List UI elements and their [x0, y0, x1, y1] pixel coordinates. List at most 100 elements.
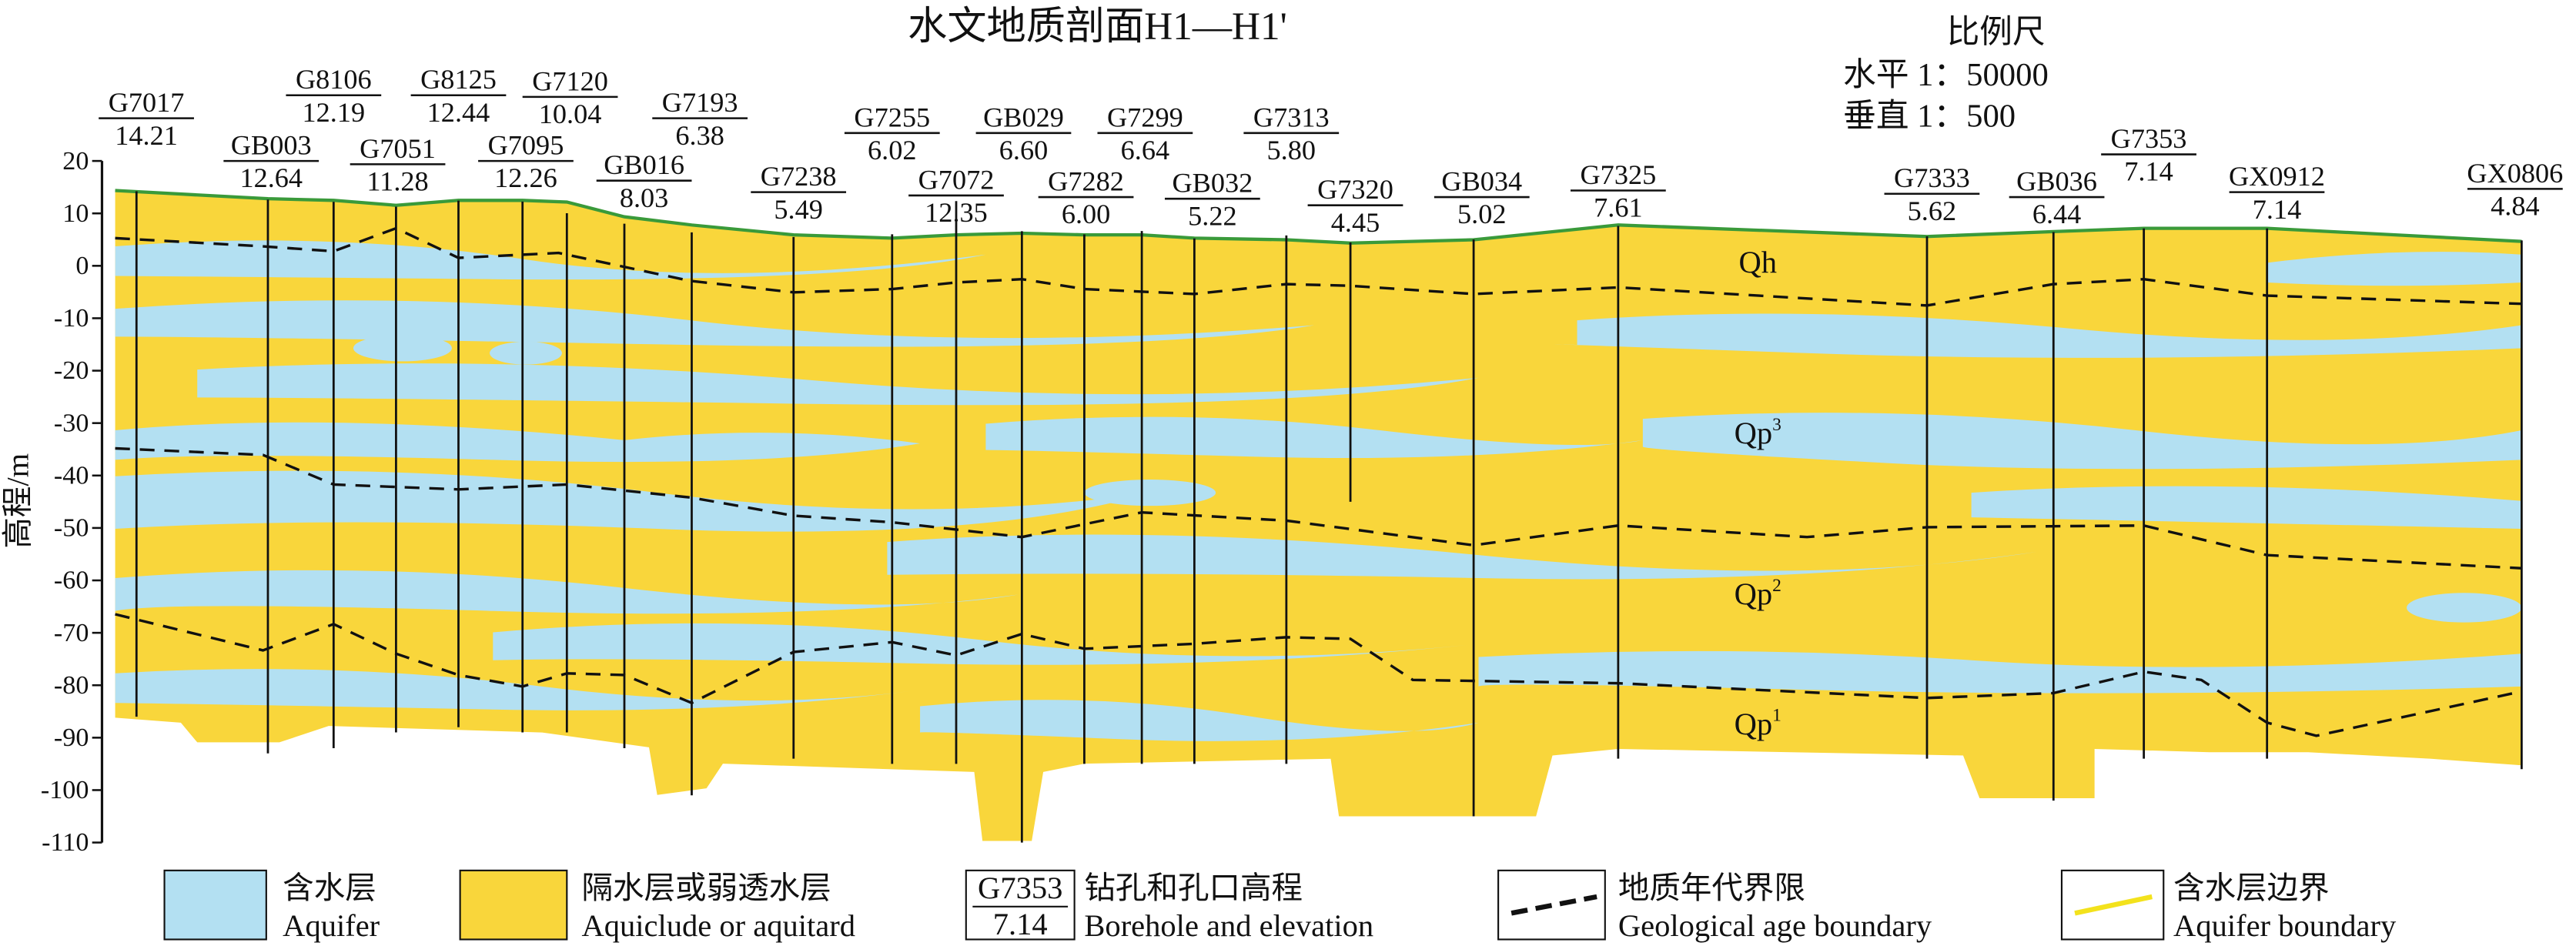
- y-tick-label: -40: [54, 461, 89, 490]
- y-tick-label: -20: [54, 356, 89, 385]
- borehole-elevation: 7.61: [1594, 192, 1642, 223]
- borehole-elevation: 5.62: [1908, 196, 1956, 226]
- borehole-elevation: 12.44: [427, 97, 490, 128]
- borehole-name: G7095: [488, 130, 564, 161]
- legend-yellow-line: [2074, 894, 2153, 916]
- borehole-name: G8106: [296, 64, 372, 95]
- y-tick-label: -30: [54, 409, 89, 437]
- borehole-name: G7120: [532, 65, 608, 96]
- y-tick-label: -80: [54, 671, 89, 700]
- y-tick-label: 20: [62, 147, 89, 175]
- layer-label: Qh: [1738, 245, 1777, 279]
- layer-name: Qh: [1738, 245, 1777, 279]
- borehole-name: G7320: [1317, 174, 1393, 205]
- legend-boundary-swatch: [1497, 869, 1606, 941]
- borehole-name: G7325: [1581, 159, 1657, 190]
- borehole-name: G7313: [1253, 102, 1330, 132]
- borehole-name: GB003: [231, 130, 312, 161]
- borehole-elevation: 4.84: [2491, 191, 2539, 222]
- y-tick-label: -90: [54, 724, 89, 752]
- borehole-elevation: 12.19: [303, 97, 366, 128]
- legend-text: 含水层边界: [2173, 871, 2330, 905]
- borehole-name: G7299: [1107, 102, 1183, 132]
- age-boundary: [115, 613, 2522, 737]
- layer-name: Qp: [1735, 416, 1773, 450]
- y-tick-label: -100: [41, 776, 89, 804]
- y-tick-label: -110: [42, 828, 89, 857]
- legend-text: 钻孔和孔口高程: [1084, 871, 1303, 905]
- scale-title: 比例尺: [1947, 14, 2046, 50]
- borehole-name: G7282: [1048, 166, 1124, 197]
- borehole-name: GB034: [1441, 166, 1522, 197]
- legend-text: 7.14: [993, 907, 1048, 941]
- legend-aquifer-swatch: [163, 869, 267, 941]
- y-tick-label: -70: [54, 619, 89, 647]
- layer-name: Qp: [1735, 707, 1773, 741]
- borehole-name: GB016: [604, 149, 684, 180]
- legend-text: 含水层: [283, 871, 376, 905]
- layer-sup: 1: [1772, 706, 1781, 726]
- age-boundaries: [115, 226, 2522, 737]
- borehole-elevation: 6.02: [868, 135, 916, 165]
- layer-sup: 3: [1772, 415, 1781, 435]
- legend-text: Aquiclude or aquitard: [582, 908, 856, 943]
- legend-text: Borehole and elevation: [1084, 908, 1373, 943]
- borehole-elevation: 6.64: [1121, 135, 1169, 165]
- legend-text: G7353: [978, 871, 1062, 905]
- borehole-elevation: 4.45: [1331, 207, 1380, 238]
- borehole-elevation: 7.14: [2124, 156, 2173, 187]
- aquifer-lenses: [115, 240, 2522, 741]
- borehole-elevation: 12.26: [494, 162, 557, 193]
- legend-text: 地质年代界限: [1618, 871, 1805, 905]
- borehole-elevation: 10.04: [539, 99, 602, 129]
- borehole-name: G7238: [761, 161, 837, 192]
- borehole-name: GB036: [2016, 166, 2097, 197]
- scale-vertical: 垂直 1：500: [1843, 98, 2016, 134]
- borehole-elevation: 5.80: [1267, 135, 1316, 165]
- legend-text: 隔水层或弱透水层: [582, 871, 831, 905]
- borehole-elevation: 6.38: [675, 120, 724, 151]
- borehole-elevation: 12.64: [239, 162, 303, 193]
- y-axis-label: 高程/m: [0, 453, 35, 549]
- layer-name: Qp: [1735, 577, 1773, 611]
- y-tick-label: -50: [54, 514, 89, 543]
- legend-text: Aquifer boundary: [2173, 908, 2397, 943]
- borehole-name: G7017: [109, 87, 185, 118]
- borehole-name: G8125: [420, 64, 497, 95]
- scale-horizontal: 水平 1：50000: [1843, 57, 2049, 93]
- borehole-name: GB029: [983, 102, 1064, 132]
- borehole-name: G7333: [1894, 162, 1970, 193]
- borehole-elevation: 12.35: [925, 197, 988, 228]
- section-body: [115, 190, 2522, 841]
- y-tick-label: -60: [54, 567, 89, 595]
- borehole-name: G7072: [918, 164, 995, 195]
- borehole-name: G7193: [662, 87, 738, 118]
- title: 水文地质剖面H1—H1': [908, 5, 1287, 48]
- borehole-name: GX0806: [2467, 158, 2563, 189]
- borehole-elevation: 6.60: [999, 135, 1048, 165]
- borehole-elevation: 11.28: [366, 166, 428, 197]
- borehole-name: G7255: [854, 102, 930, 132]
- legend-text: Geological age boundary: [1618, 908, 1932, 943]
- borehole-elevation: 5.49: [774, 194, 822, 225]
- legend-borehole-swatch: [965, 869, 1076, 941]
- legend-text: Aquifer: [283, 908, 380, 943]
- layer-label: Qp1: [1735, 706, 1781, 741]
- borehole-name: GB032: [1172, 168, 1253, 199]
- legend-dash: [1510, 894, 1597, 916]
- layer-label: Qp2: [1735, 576, 1781, 611]
- legend-aquitard-swatch: [459, 869, 568, 941]
- borehole-name: G7353: [2111, 123, 2187, 154]
- borehole-elevation: 7.14: [2253, 194, 2301, 225]
- layer-label: Qp3: [1735, 415, 1781, 450]
- borehole-name: GX0912: [2229, 161, 2325, 192]
- borehole-elevation: 6.00: [1062, 199, 1110, 229]
- borehole-elevation: 8.03: [620, 182, 668, 213]
- borehole-elevation: 5.02: [1457, 199, 1506, 229]
- borehole-name: G7051: [360, 133, 436, 164]
- y-tick-label: 0: [75, 252, 89, 280]
- y-tick-label: 10: [62, 199, 89, 228]
- borehole-elevation: 6.44: [2032, 199, 2081, 229]
